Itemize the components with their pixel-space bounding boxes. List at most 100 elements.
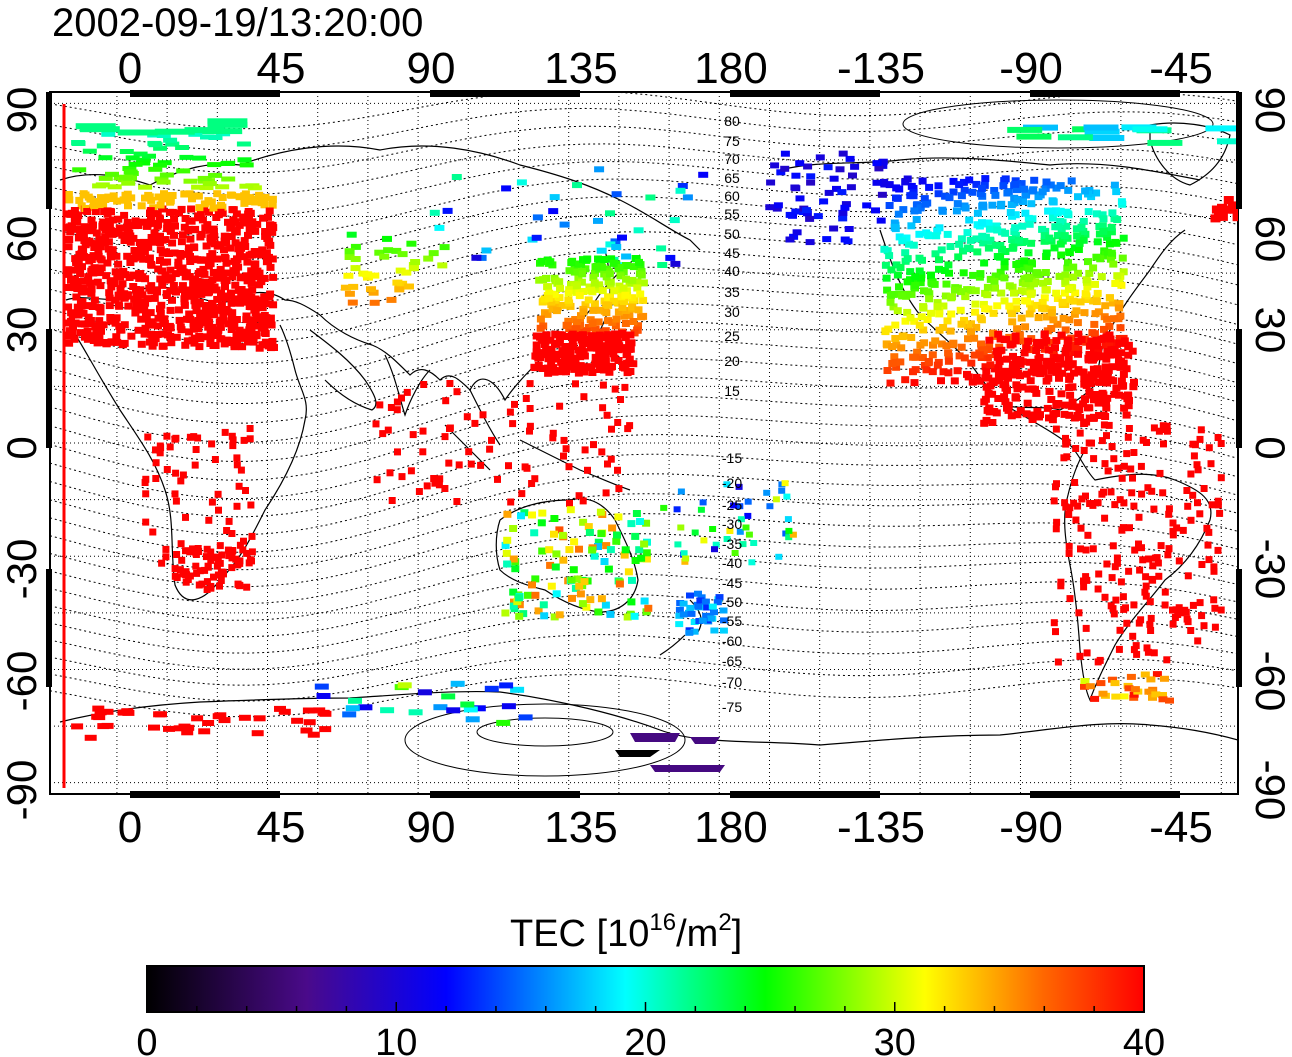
tec-patch [247,501,255,509]
tec-patch [1030,280,1038,288]
contour-value-label: 70 [724,151,740,167]
tec-patch [1075,239,1084,247]
tec-patch [170,231,178,239]
tec-patch [990,365,999,373]
tec-patch [145,338,154,346]
tec-patch [707,615,716,622]
tec-patch [607,362,616,370]
tec-patch [1050,497,1058,505]
tec-patch [731,550,739,556]
tec-patch [120,321,129,329]
tec-patch [621,253,632,260]
tec-patch [174,262,183,269]
tec-patch [996,253,1005,261]
tec-patch [70,335,79,343]
tec-patch [170,249,179,257]
tec-patch [122,166,137,171]
tec-patch [1012,186,1021,194]
tec-patch [77,245,86,253]
tec-patch [319,726,332,733]
tec-patch [518,490,526,498]
tec-patch [1033,341,1042,349]
tec-patch [1116,626,1124,634]
tec-patch [210,573,217,581]
tec-patch [358,704,373,711]
tec-patch [1021,323,1030,331]
tec-patch [148,166,163,172]
tec-patch [1080,447,1088,454]
tec-patch [1074,246,1083,253]
tec-patch [506,408,514,416]
latitude-label: -90 [0,760,45,821]
tec-patch [1079,236,1088,244]
tec-patch [551,563,560,571]
tec-patch [614,308,623,316]
tec-patch [150,294,159,302]
tec-patch [630,733,680,742]
tec-patch [1012,261,1021,268]
tec-patch [1016,133,1052,140]
tec-patch [1143,644,1151,652]
tec-patch [233,502,241,510]
tec-patch [95,198,104,206]
tec-patch [123,222,132,230]
tec-patch [455,461,463,469]
tec-patch [165,208,174,216]
tec-patch [920,195,929,203]
tec-patch [163,432,171,440]
tec-patch [223,292,232,300]
tec-patch [682,194,693,201]
tec-patch [585,340,594,348]
tec-patch [629,318,638,325]
tec-patch [531,234,542,241]
tec-patch [600,297,609,305]
tec-patch [581,446,589,454]
tec-patch [171,270,180,278]
tec-patch [186,433,194,441]
tec-patch [567,576,576,584]
tec-patch [243,295,252,303]
tec-patch [1083,649,1091,657]
tec-patch [1010,239,1019,247]
tec-patch [783,493,791,500]
tec-patch [202,128,243,135]
tec-patch [118,231,127,239]
tec-patch [1142,592,1150,600]
tec-patch [116,273,125,281]
tec-patch [386,296,397,303]
tec-patch [1000,393,1009,401]
tec-patch [1105,421,1113,429]
tec-patch [1116,363,1125,371]
tec-patch [1110,455,1118,463]
tec-patch [564,296,573,304]
contour-line [50,573,1238,638]
tec-patch [1040,237,1049,245]
tec-patch [633,280,642,287]
tec-patch [92,705,105,712]
tec-patch [229,206,238,214]
tec-patch [1124,685,1134,692]
tec-patch [194,192,203,200]
tec-patch [198,279,207,287]
tec-patch [253,715,266,722]
tec-patch [249,316,258,324]
tec-patch [604,301,613,309]
tec-patch [216,542,224,550]
tec-patch [154,322,162,330]
tec-patch [84,734,97,741]
tec-patch [933,303,942,311]
tec-patch [1124,343,1133,351]
tec-patch [1100,421,1108,429]
tec-patch [213,274,221,282]
tec-patch [269,301,278,309]
tec-patch [560,436,568,444]
tec-patch [233,338,242,346]
tec-patch [258,299,267,307]
tec-patch [1022,370,1031,378]
tec-patch [563,356,572,364]
tec-patch [160,320,169,327]
tec-patch [1184,572,1192,580]
longitude-label: 0 [118,803,142,852]
tec-patch [106,253,115,261]
tec-patch [960,316,968,324]
